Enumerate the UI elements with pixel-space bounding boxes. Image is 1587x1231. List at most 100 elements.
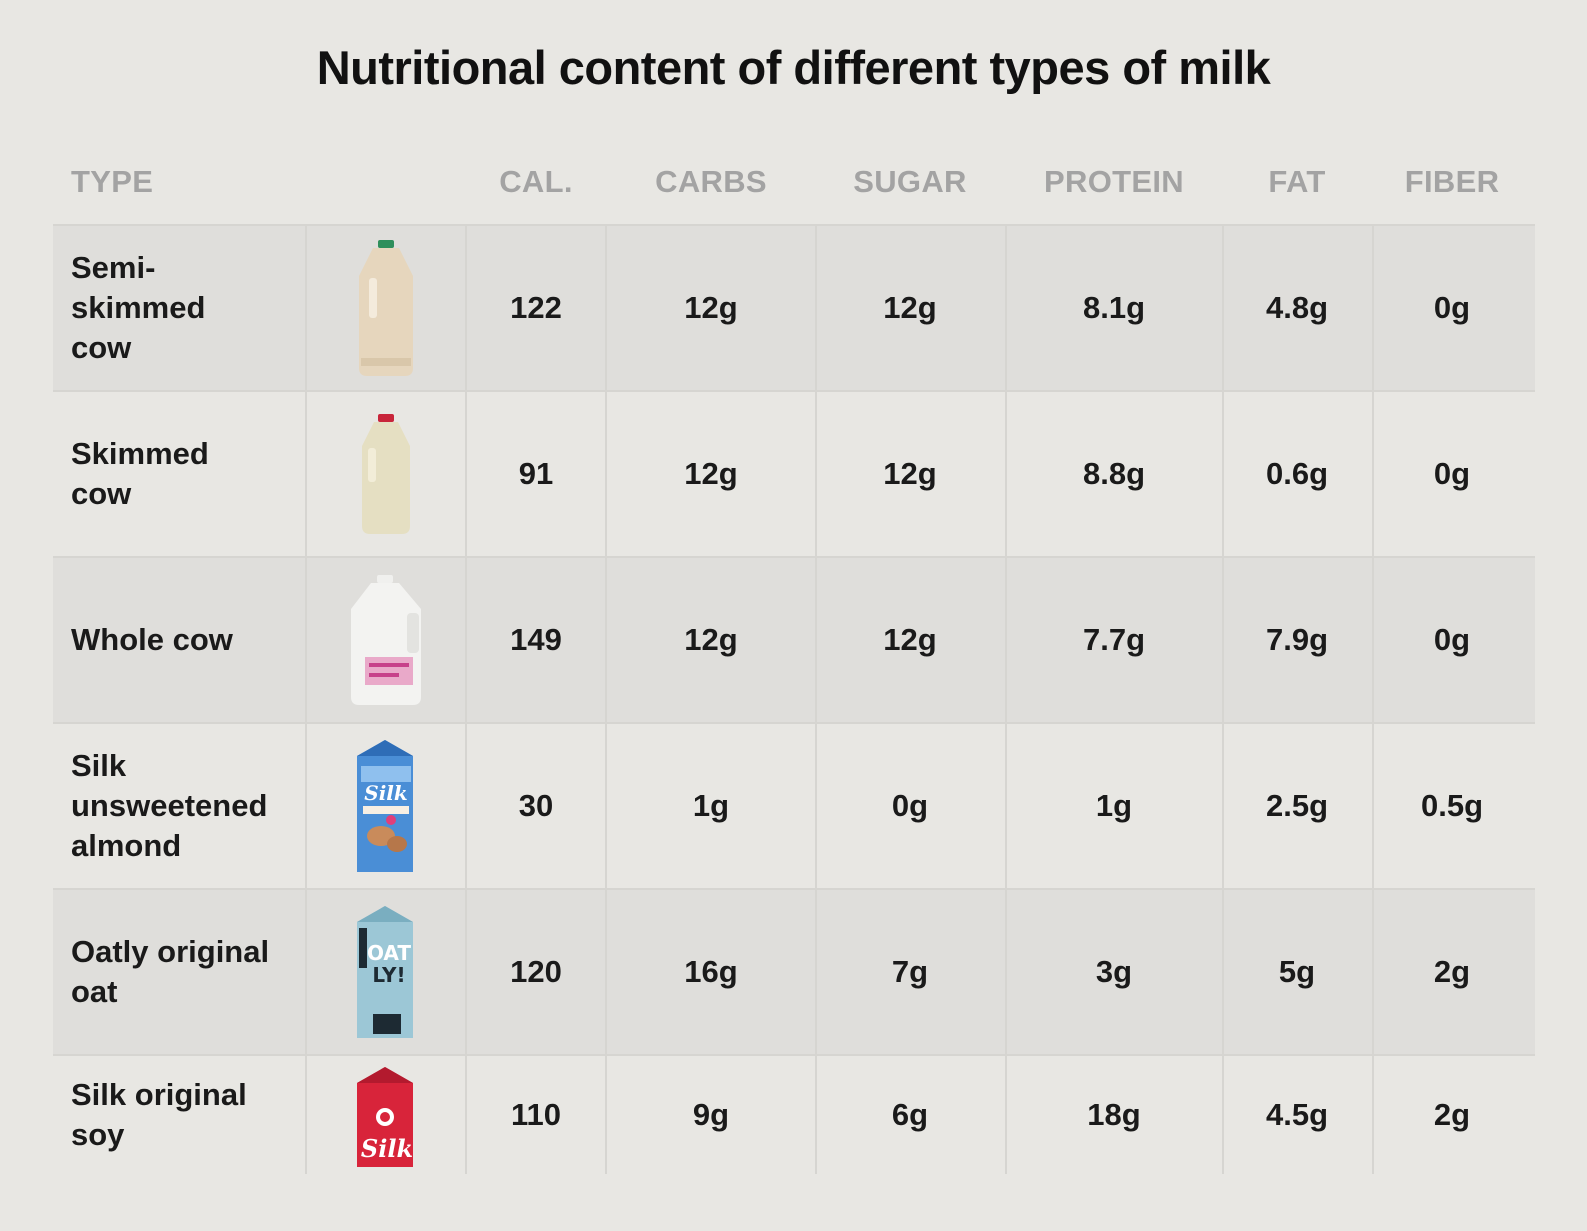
fat-value: 2.5g bbox=[1265, 788, 1329, 823]
table-row: Whole cow 149 12g 12g 7.7g 7.9g 0g bbox=[53, 556, 1535, 722]
column-divider bbox=[815, 226, 817, 390]
column-divider bbox=[1372, 226, 1374, 390]
table-header: TYPE CAL. CARBS SUGAR PROTEIN FAT FIBER bbox=[53, 150, 1535, 224]
sugar-value: 7g bbox=[891, 954, 929, 989]
carbs-value: 16g bbox=[684, 954, 738, 989]
column-divider bbox=[1222, 226, 1224, 390]
column-divider bbox=[1372, 558, 1374, 722]
header-carbs: CARBS bbox=[655, 164, 767, 199]
protein-value: 1g bbox=[1095, 788, 1133, 823]
fat-value: 4.8g bbox=[1265, 290, 1329, 325]
column-divider bbox=[305, 558, 307, 722]
silk-soy-carton-icon: Silk bbox=[307, 1056, 465, 1174]
column-divider bbox=[1372, 890, 1374, 1054]
protein-value: 3g bbox=[1095, 954, 1133, 989]
carbs-value: 12g bbox=[684, 456, 738, 491]
column-divider bbox=[305, 890, 307, 1054]
column-divider bbox=[1005, 724, 1007, 888]
column-divider bbox=[465, 890, 467, 1054]
column-divider bbox=[605, 226, 607, 390]
fiber-value: 0g bbox=[1433, 456, 1471, 491]
header-fiber: FIBER bbox=[1404, 164, 1500, 199]
carbs-value: 12g bbox=[684, 622, 738, 657]
column-divider bbox=[815, 724, 817, 888]
column-divider bbox=[305, 1056, 307, 1174]
milk-type-name: Oatly original oat bbox=[71, 934, 270, 1009]
column-divider bbox=[1222, 392, 1224, 556]
cal-value: 30 bbox=[518, 788, 554, 823]
column-divider bbox=[1005, 1056, 1007, 1174]
header-sugar: SUGAR bbox=[853, 164, 967, 199]
nutrition-table: TYPE CAL. CARBS SUGAR PROTEIN FAT FIBER … bbox=[53, 150, 1535, 1174]
column-divider bbox=[1372, 392, 1374, 556]
milk-type-name: Silk original soy bbox=[71, 1077, 247, 1152]
sugar-value: 12g bbox=[883, 290, 937, 325]
chart-title: Nutritional content of different types o… bbox=[316, 41, 1271, 94]
fat-value: 5g bbox=[1278, 954, 1316, 989]
table-row: Skimmed cow 91 12g 12g 8.8g 0.6g 0g bbox=[53, 390, 1535, 556]
table-row: Silk unsweetened almond Silk 30 1g 0g 1g 2.5… bbox=[53, 722, 1535, 888]
column-divider bbox=[1005, 890, 1007, 1054]
milk-type-name: Silk unsweetened almond bbox=[71, 748, 268, 863]
type-cell: Whole cow bbox=[53, 558, 305, 722]
fiber-value: 0g bbox=[1433, 622, 1471, 657]
cal-value: 149 bbox=[510, 622, 562, 657]
fiber-value: 0.5g bbox=[1420, 788, 1484, 823]
column-divider bbox=[1222, 890, 1224, 1054]
carbs-value: 12g bbox=[684, 290, 738, 325]
column-divider bbox=[815, 890, 817, 1054]
table-row: Oatly original oat OAT LY! 120 16g 7g 3g 5g 2… bbox=[53, 888, 1535, 1054]
header-cal: CAL. bbox=[499, 164, 573, 199]
cal-value: 110 bbox=[510, 1097, 561, 1132]
column-divider bbox=[1222, 1056, 1224, 1174]
column-divider bbox=[1222, 558, 1224, 722]
column-divider bbox=[1005, 392, 1007, 556]
column-divider bbox=[465, 724, 467, 888]
column-divider bbox=[605, 724, 607, 888]
column-divider bbox=[305, 724, 307, 888]
carbs-value: 1g bbox=[692, 788, 730, 823]
table-row: Silk original soy Silk 110 9g 6g 18g 4.5g 2g bbox=[53, 1054, 1535, 1174]
sugar-value: 0g bbox=[891, 788, 929, 823]
column-divider bbox=[1222, 724, 1224, 888]
column-divider bbox=[1372, 1056, 1374, 1174]
milk-jug-red-cap-icon bbox=[307, 392, 465, 556]
column-divider bbox=[465, 226, 467, 390]
column-divider bbox=[605, 392, 607, 556]
header-protein: PROTEIN bbox=[1044, 164, 1184, 199]
type-cell: Semi- skimmed cow bbox=[53, 226, 305, 390]
protein-value: 18g bbox=[1087, 1097, 1141, 1132]
column-divider bbox=[1372, 724, 1374, 888]
column-divider bbox=[815, 1056, 817, 1174]
protein-value: 7.7g bbox=[1082, 622, 1146, 657]
column-divider bbox=[815, 392, 817, 556]
header-fat: FAT bbox=[1268, 164, 1326, 199]
svg-text:LY!: LY! bbox=[372, 963, 405, 987]
sugar-value: 6g bbox=[891, 1097, 929, 1132]
protein-value: 8.8g bbox=[1082, 456, 1146, 491]
column-divider bbox=[605, 890, 607, 1054]
column-divider bbox=[465, 392, 467, 556]
type-cell: Silk original soy bbox=[53, 1056, 305, 1174]
svg-text:Silk: Silk bbox=[364, 781, 408, 805]
fiber-value: 2g bbox=[1433, 1097, 1471, 1132]
protein-value: 8.1g bbox=[1082, 290, 1146, 325]
column-divider bbox=[605, 558, 607, 722]
milk-jug-green-cap-icon bbox=[307, 226, 465, 390]
svg-text:OAT: OAT bbox=[367, 941, 411, 965]
table-row: Semi- skimmed cow 122 12g 12g 8.1g 4.8g 0g bbox=[53, 224, 1535, 390]
table-body: Semi- skimmed cow 122 12g 12g 8.1g 4.8g 0g Ski… bbox=[53, 224, 1535, 1174]
column-divider bbox=[605, 1056, 607, 1174]
column-divider bbox=[815, 558, 817, 722]
milk-gallon-icon bbox=[307, 558, 465, 722]
svg-text:Silk: Silk bbox=[361, 1134, 413, 1163]
column-divider bbox=[1005, 226, 1007, 390]
fat-value: 7.9g bbox=[1265, 622, 1329, 657]
silk-almond-carton-icon: Silk bbox=[307, 724, 465, 888]
fat-value: 4.5g bbox=[1265, 1097, 1329, 1132]
column-divider bbox=[305, 226, 307, 390]
sugar-value: 12g bbox=[883, 456, 937, 491]
fiber-value: 0g bbox=[1433, 290, 1471, 325]
type-cell: Oatly original oat bbox=[53, 890, 305, 1054]
column-divider bbox=[305, 392, 307, 556]
